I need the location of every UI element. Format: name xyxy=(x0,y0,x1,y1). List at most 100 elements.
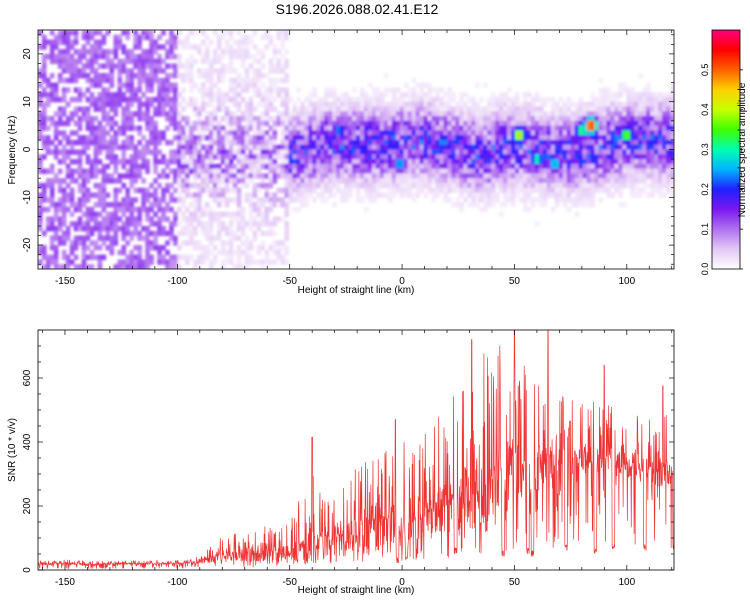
heatmap-cell xyxy=(300,192,305,198)
heatmap-cell xyxy=(479,159,484,165)
heatmap-cell xyxy=(153,111,158,117)
heatmap-cell xyxy=(431,144,437,151)
heatmap-cell xyxy=(177,39,182,45)
heatmap-cell xyxy=(662,139,667,146)
heatmap-cell xyxy=(216,197,222,203)
heatmap-cell xyxy=(212,120,218,127)
heatmap-cell xyxy=(423,101,429,108)
heatmap-cell xyxy=(244,111,250,117)
heatmap-cell xyxy=(352,135,357,141)
heatmap-cell xyxy=(415,92,421,98)
heatmap-cell xyxy=(240,125,246,131)
heatmap-cell xyxy=(391,130,397,136)
heatmap-cell xyxy=(415,125,421,131)
heatmap-cell xyxy=(479,130,484,136)
heatmap-cell xyxy=(252,58,258,65)
heatmap-cell xyxy=(304,149,309,155)
heatmap-cell xyxy=(53,120,59,127)
heatmap-cell xyxy=(204,225,210,232)
heatmap-cell xyxy=(208,230,214,237)
heatmap-cell xyxy=(630,159,635,165)
heatmap-cell xyxy=(606,135,612,141)
heatmap-cell xyxy=(538,139,544,146)
heatmap-cell xyxy=(634,163,639,170)
heatmap-cell xyxy=(113,34,119,41)
heatmap-cell xyxy=(312,92,317,98)
heatmap-cell xyxy=(89,30,95,36)
heatmap-cell xyxy=(224,44,230,50)
heatmap-cell xyxy=(359,135,365,141)
heatmap-cell xyxy=(439,120,445,127)
heatmap-cell xyxy=(276,144,282,151)
heatmap-cell xyxy=(161,106,166,112)
heatmap-cell xyxy=(77,168,83,174)
heatmap-cell xyxy=(153,106,158,112)
heatmap-cell xyxy=(53,202,59,208)
heatmap-cell xyxy=(61,154,67,160)
heatmap-cell xyxy=(181,159,186,165)
snr-y-tick-label: 0 xyxy=(22,567,33,573)
heatmap-cell xyxy=(630,92,635,98)
heatmap-cell xyxy=(308,168,313,174)
heatmap-cell xyxy=(491,144,496,151)
heatmap-cell xyxy=(38,116,43,122)
heatmap-cell xyxy=(280,39,286,45)
heatmap-cell xyxy=(197,245,202,251)
heatmap-cell xyxy=(57,240,63,246)
heatmap-cell xyxy=(228,49,234,55)
heatmap-cell xyxy=(165,139,170,146)
heatmap-cell xyxy=(193,120,198,127)
heatmap-cell xyxy=(224,168,230,174)
heatmap-cell xyxy=(121,206,127,213)
heatmap-cell xyxy=(244,44,250,50)
heatmap-cell xyxy=(121,116,127,122)
heatmap-cell xyxy=(284,159,290,165)
heatmap-cell xyxy=(646,130,651,136)
heatmap-cell xyxy=(602,111,608,117)
heatmap-cell xyxy=(149,101,154,108)
heatmap-cell xyxy=(200,225,206,232)
heatmap-cell xyxy=(296,139,301,146)
heatmap-cell xyxy=(45,144,51,151)
heatmap-cell xyxy=(411,135,417,141)
heatmap-cell xyxy=(471,106,476,112)
heatmap-cell xyxy=(268,178,274,184)
heatmap-cell xyxy=(387,154,393,160)
heatmap-cell xyxy=(117,264,123,269)
heatmap-cell xyxy=(670,106,674,112)
heatmap-cell xyxy=(200,182,206,189)
heatmap-cell xyxy=(614,163,619,170)
heatmap-cell xyxy=(260,259,266,265)
heatmap-cell xyxy=(220,68,226,74)
heatmap-cell xyxy=(582,125,588,131)
heatmap-cell xyxy=(268,197,274,203)
heatmap-cell xyxy=(348,159,353,165)
heatmap-cell xyxy=(117,130,123,136)
heatmap-cell xyxy=(77,58,83,65)
heatmap-cell xyxy=(240,216,246,222)
heatmap-cell xyxy=(264,30,270,36)
heatmap-cell xyxy=(260,125,266,131)
heatmap-cell xyxy=(622,163,627,170)
heatmap-cell xyxy=(598,125,604,131)
heatmap-cell xyxy=(582,197,588,203)
heatmap-cell xyxy=(73,225,79,232)
heatmap-cell xyxy=(193,125,198,131)
heatmap-cell xyxy=(344,173,349,179)
heatmap-cell xyxy=(149,254,154,261)
heatmap-cell xyxy=(145,49,150,55)
heatmap-cell xyxy=(137,249,142,256)
heatmap-cell xyxy=(61,202,67,208)
heatmap-cell xyxy=(97,264,103,269)
heatmap-cell xyxy=(81,34,87,41)
heatmap-cell xyxy=(193,173,198,179)
heatmap-cell xyxy=(344,159,349,165)
heatmap-cell xyxy=(515,144,520,151)
heatmap-cell xyxy=(61,96,67,103)
heatmap-cell xyxy=(352,139,357,146)
heatmap-cell xyxy=(582,178,588,184)
heatmap-cell xyxy=(666,154,671,160)
heatmap-cell xyxy=(582,101,588,108)
heatmap-cell xyxy=(193,96,198,103)
heatmap-cell xyxy=(554,125,560,131)
